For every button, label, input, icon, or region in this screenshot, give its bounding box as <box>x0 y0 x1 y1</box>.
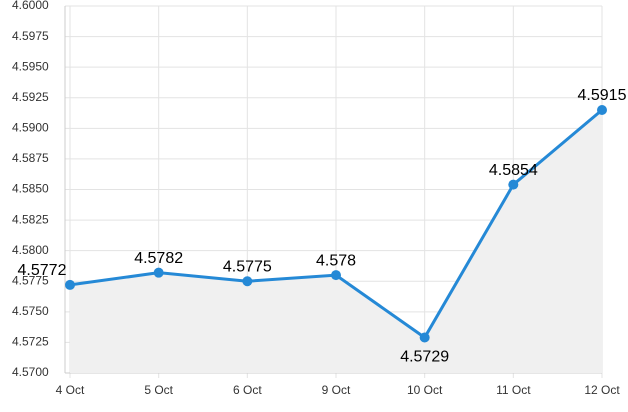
y-tick-label: 4.5825 <box>12 212 49 226</box>
x-tick-label: 12 Oct <box>584 383 620 397</box>
y-tick-label: 4.5900 <box>12 121 49 135</box>
area <box>70 109 602 373</box>
y-tick-label: 4.5975 <box>12 29 49 43</box>
value-label: 4.5775 <box>223 258 272 275</box>
point <box>508 179 519 190</box>
value-label: 4.5729 <box>400 349 449 366</box>
x-tick-label: 5 Oct <box>144 383 173 397</box>
y-tick-label: 4.5875 <box>12 151 49 165</box>
value-label: 4.5915 <box>578 87 627 104</box>
point <box>331 270 341 281</box>
value-label: 4.5782 <box>134 250 183 267</box>
y-tick-label: 4.5800 <box>12 243 49 257</box>
point <box>242 276 253 287</box>
y-tick-label: 4.5925 <box>12 90 49 104</box>
y-tick-label: 4.5725 <box>12 335 49 349</box>
x-tick-label: 11 Oct <box>496 383 531 397</box>
x-tick-label: 4 Oct <box>56 383 85 397</box>
y-tick-label: 4.5700 <box>12 365 49 379</box>
point <box>597 104 607 115</box>
value-label: 4.578 <box>316 252 356 269</box>
y-tick-label: 4.5950 <box>12 59 49 73</box>
y-tick-label: 4.5750 <box>12 304 49 318</box>
point <box>153 267 164 278</box>
x-tick-label: 6 Oct <box>233 383 262 397</box>
y-tick-label: 4.5775 <box>12 273 49 287</box>
value-label: 4.5772 <box>18 262 67 279</box>
y-tick-label: 4.5850 <box>12 182 49 196</box>
x-tick-label: 9 Oct <box>322 383 351 397</box>
y-tick-label: 4.6000 <box>12 0 49 12</box>
point <box>65 279 75 290</box>
point <box>419 332 430 343</box>
x-tick-label: 10 Oct <box>407 383 443 397</box>
value-label: 4.5854 <box>489 162 538 179</box>
